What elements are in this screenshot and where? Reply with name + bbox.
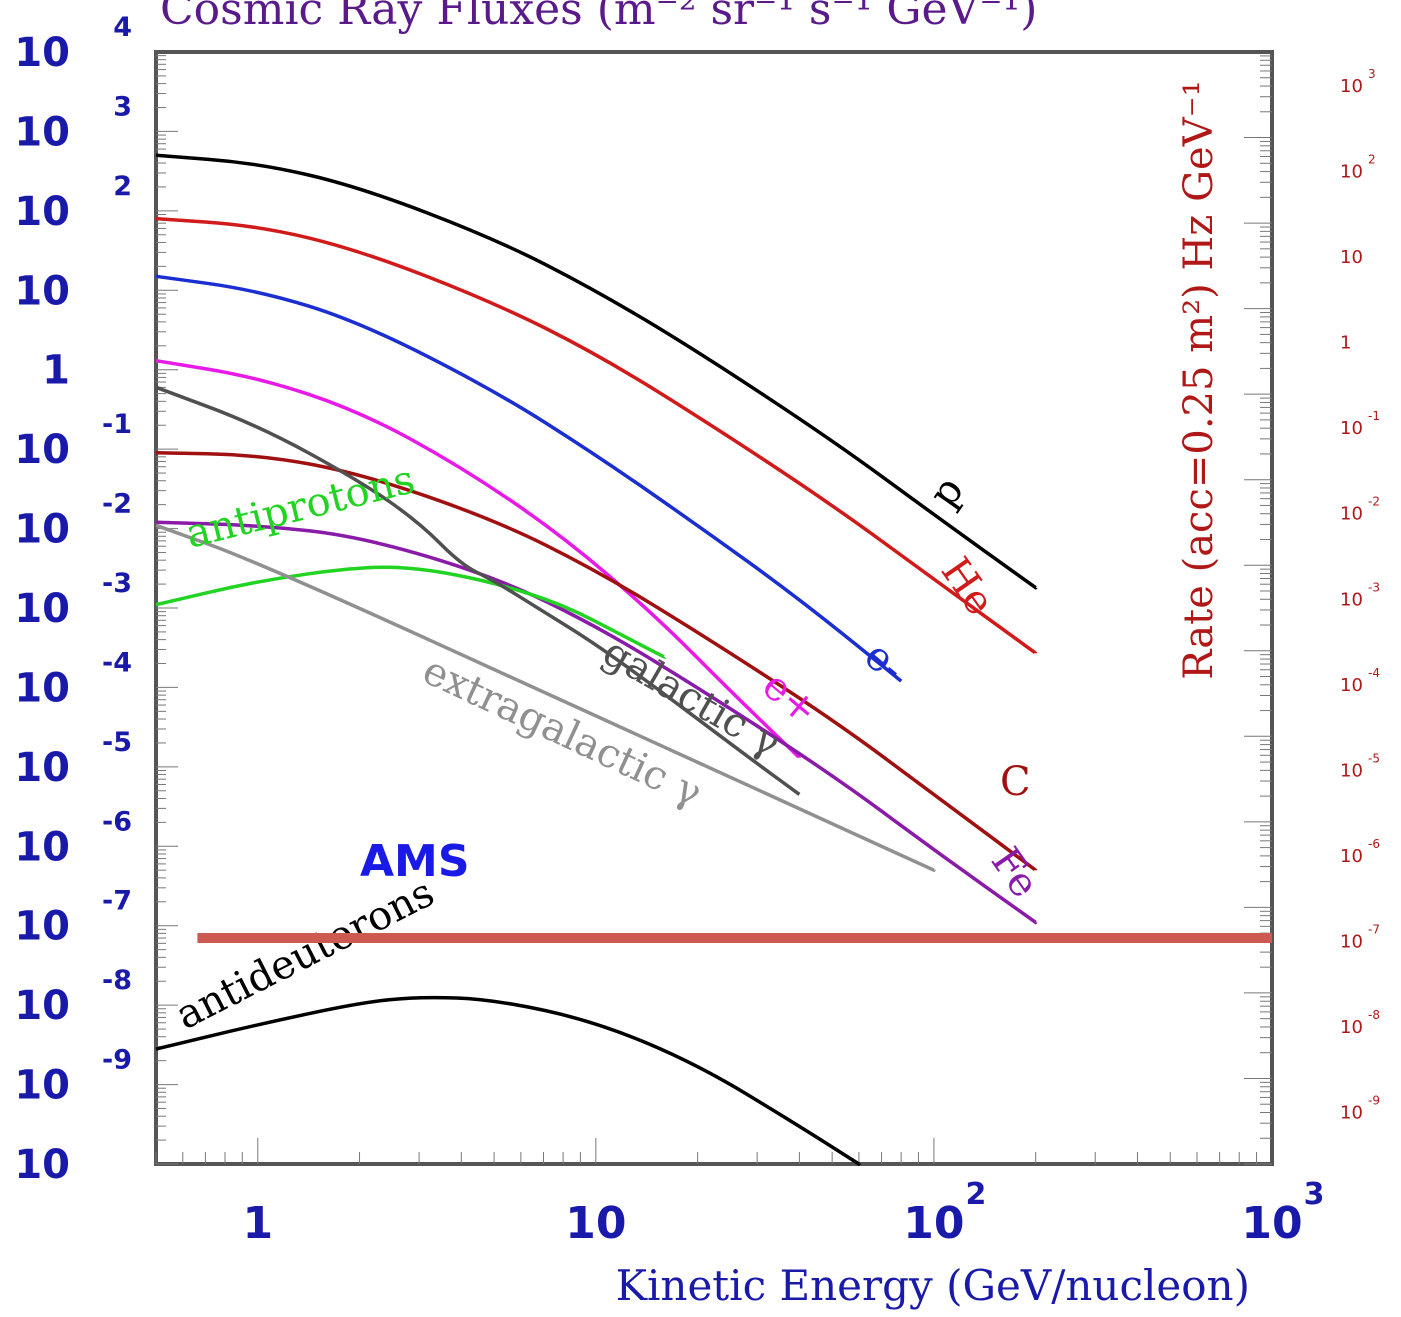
series-line-2 [155, 274, 903, 683]
y2-tick-label: 10 [1340, 418, 1363, 439]
y2-tick-exponent: -1 [1368, 409, 1380, 423]
y-tick-exponent: -7 [102, 886, 132, 917]
series-line-8 [155, 523, 936, 872]
y2-tick-label: 10 [1340, 162, 1363, 183]
y-tick-label: 10 [14, 824, 70, 870]
series-label-5: Fe [982, 839, 1048, 906]
y2-tick-exponent: -2 [1368, 495, 1380, 509]
y2-tick-label: 1 [1340, 333, 1351, 354]
y-tick-label: 10 [14, 30, 70, 76]
y-tick-label: 10 [14, 983, 70, 1029]
y-tick-exponent: 3 [113, 91, 132, 122]
series-line-9 [155, 995, 861, 1166]
y-tick-label: 10 [14, 745, 70, 791]
x-tick-exponent: 2 [965, 1177, 986, 1212]
y-tick-exponent: -1 [102, 409, 132, 440]
y2-tick-label: 10 [1340, 1103, 1363, 1124]
x-tick-label: 10 [565, 1198, 626, 1249]
y-tick-label: 10 [14, 586, 70, 632]
y-tick-label: 10 [14, 665, 70, 711]
series-line-3 [155, 358, 802, 760]
y2-tick-label: 10 [1340, 931, 1363, 952]
y2-tick-label: 10 [1340, 1017, 1363, 1038]
series-line-6 [155, 565, 667, 659]
y-tick-label: 10 [14, 1063, 70, 1109]
series-label-6: antiprotons [181, 457, 419, 558]
y2-tick-label: 10 [1340, 760, 1363, 781]
x-tick-label: 10 [1241, 1198, 1302, 1249]
y2-tick-label: 10 [1340, 504, 1363, 525]
x-tick-label: 1 [242, 1198, 273, 1249]
y-tick-exponent: -5 [102, 727, 132, 758]
series-line-5 [155, 520, 1038, 925]
minor-ticks [155, 55, 1272, 1165]
series-line-4 [155, 451, 1037, 872]
y2-tick-label: 10 [1340, 675, 1363, 696]
y-tick-label: 10 [14, 1142, 70, 1188]
y-tick-label: 10 [14, 268, 70, 314]
y-tick-exponent: 2 [113, 171, 132, 202]
y2-tick-exponent: -8 [1368, 1008, 1380, 1022]
y2-tick-label: 10 [1340, 76, 1363, 97]
y-tick-label: 10 [14, 904, 70, 950]
y-tick-exponent: -8 [102, 965, 132, 996]
ams-annotation: AMS [197, 836, 1272, 944]
series-label-1: He [932, 549, 1003, 623]
y2-tick-exponent: 3 [1368, 67, 1376, 81]
y-tick-label: 1 [42, 348, 70, 394]
series-label-4: C [1000, 759, 1031, 805]
y2-tick-label: 10 [1340, 589, 1363, 610]
y2-tick-exponent: -9 [1368, 1094, 1380, 1108]
y2-tick-exponent: -5 [1368, 751, 1380, 765]
y-tick-label: 10 [14, 189, 70, 235]
y2-tick-label: 10 [1340, 846, 1363, 867]
right-axis-label: Rate (acc=0.25 m²) Hz GeV⁻¹ [1176, 80, 1222, 680]
y-tick-exponent: -2 [102, 489, 132, 520]
y2-tick-exponent: -3 [1368, 580, 1380, 594]
y-tick-label: 10 [14, 427, 70, 473]
ams-label: AMS [360, 836, 470, 887]
y-tick-exponent: -6 [102, 806, 132, 837]
left-y-axis: 10 4 10 3 10 2 10 1 10 -1 10 -2 10 -3 10 -4 10 -5 10 -6 10 -7… [14, 12, 132, 1188]
series-line-1 [155, 216, 1038, 655]
series-line-7 [155, 385, 801, 796]
y2-tick-exponent: 2 [1368, 153, 1376, 167]
y2-tick-exponent: -7 [1368, 922, 1380, 936]
y-tick-exponent: -3 [102, 568, 132, 599]
y-tick-exponent: -4 [102, 647, 132, 678]
series-line-0 [155, 153, 1038, 590]
x-tick-label: 10 [903, 1198, 964, 1249]
y2-tick-label: 10 [1340, 247, 1363, 268]
y2-tick-exponent: -6 [1368, 837, 1380, 851]
x-axis-label: Kinetic Energy (GeV/nucleon) [616, 1261, 1250, 1310]
y-tick-label: 10 [14, 109, 70, 155]
y-tick-exponent: -9 [102, 1045, 132, 1076]
y-tick-exponent: 4 [113, 12, 132, 43]
y-tick-label: 10 [14, 507, 70, 553]
chart-title: Cosmic Ray Fluxes (m⁻² sr⁻¹ s⁻¹ GeV⁻¹) [160, 0, 1037, 35]
right-y-axis: 10310210110-110-210-310-410-510-610-710-… [1340, 67, 1380, 1123]
y2-tick-exponent: -4 [1368, 666, 1380, 680]
series-label-2: e- [856, 632, 914, 691]
x-tick-exponent: 3 [1304, 1177, 1325, 1212]
plot-frame [154, 50, 1274, 1166]
